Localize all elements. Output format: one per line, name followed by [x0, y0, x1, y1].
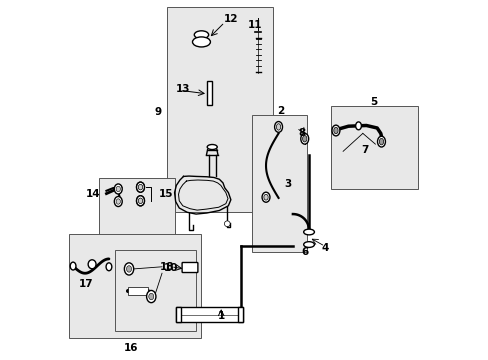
Text: 4: 4 [321, 243, 328, 253]
Text: 15: 15 [158, 189, 172, 199]
Text: 9: 9 [155, 107, 162, 117]
Ellipse shape [138, 184, 142, 190]
Ellipse shape [274, 122, 282, 132]
Ellipse shape [136, 196, 144, 206]
Ellipse shape [303, 242, 314, 247]
Ellipse shape [207, 144, 217, 149]
Ellipse shape [262, 192, 269, 202]
Ellipse shape [88, 260, 96, 269]
Text: 1: 1 [217, 311, 224, 321]
Bar [128, 287, 147, 295]
Bar [238, 307, 242, 322]
Text: 17: 17 [79, 279, 93, 289]
Ellipse shape [126, 266, 131, 272]
Text: 2: 2 [276, 106, 284, 116]
Circle shape [224, 221, 230, 226]
Ellipse shape [106, 263, 112, 271]
Ellipse shape [138, 198, 142, 203]
Text: 8: 8 [298, 129, 305, 138]
Ellipse shape [138, 198, 142, 203]
Ellipse shape [303, 229, 314, 235]
Ellipse shape [355, 122, 361, 130]
Ellipse shape [116, 199, 120, 204]
Ellipse shape [138, 184, 142, 190]
Text: 12: 12 [223, 14, 238, 24]
Ellipse shape [136, 196, 144, 206]
Text: 10: 10 [163, 263, 178, 273]
Ellipse shape [124, 263, 133, 275]
Bar [115, 250, 196, 330]
Ellipse shape [300, 134, 308, 144]
Text: 14: 14 [86, 189, 100, 199]
Ellipse shape [264, 194, 267, 200]
Ellipse shape [70, 262, 76, 270]
Bar [167, 7, 273, 212]
Ellipse shape [148, 293, 153, 300]
Bar [251, 116, 306, 252]
Ellipse shape [136, 182, 144, 192]
Bar [69, 234, 201, 338]
Ellipse shape [114, 197, 122, 207]
FancyBboxPatch shape [182, 262, 198, 273]
Ellipse shape [116, 186, 120, 192]
Bar [206, 81, 211, 105]
Bar [176, 307, 180, 322]
Bar [330, 107, 418, 189]
Text: 5: 5 [369, 97, 376, 107]
Text: 6: 6 [301, 247, 308, 257]
Ellipse shape [146, 291, 156, 303]
Ellipse shape [377, 136, 385, 147]
Text: 18: 18 [160, 262, 174, 272]
Bar [176, 307, 242, 322]
Text: 13: 13 [176, 84, 190, 94]
Text: 16: 16 [124, 343, 139, 353]
Ellipse shape [302, 135, 306, 142]
Ellipse shape [331, 125, 339, 136]
Bar [99, 178, 174, 237]
Text: 7: 7 [360, 144, 367, 154]
Text: 3: 3 [284, 179, 290, 189]
Ellipse shape [333, 127, 337, 134]
Ellipse shape [192, 37, 210, 47]
Text: 11: 11 [247, 20, 262, 30]
Ellipse shape [136, 182, 144, 192]
Ellipse shape [114, 184, 122, 194]
Ellipse shape [379, 138, 383, 145]
Ellipse shape [276, 124, 280, 130]
Ellipse shape [194, 31, 208, 39]
